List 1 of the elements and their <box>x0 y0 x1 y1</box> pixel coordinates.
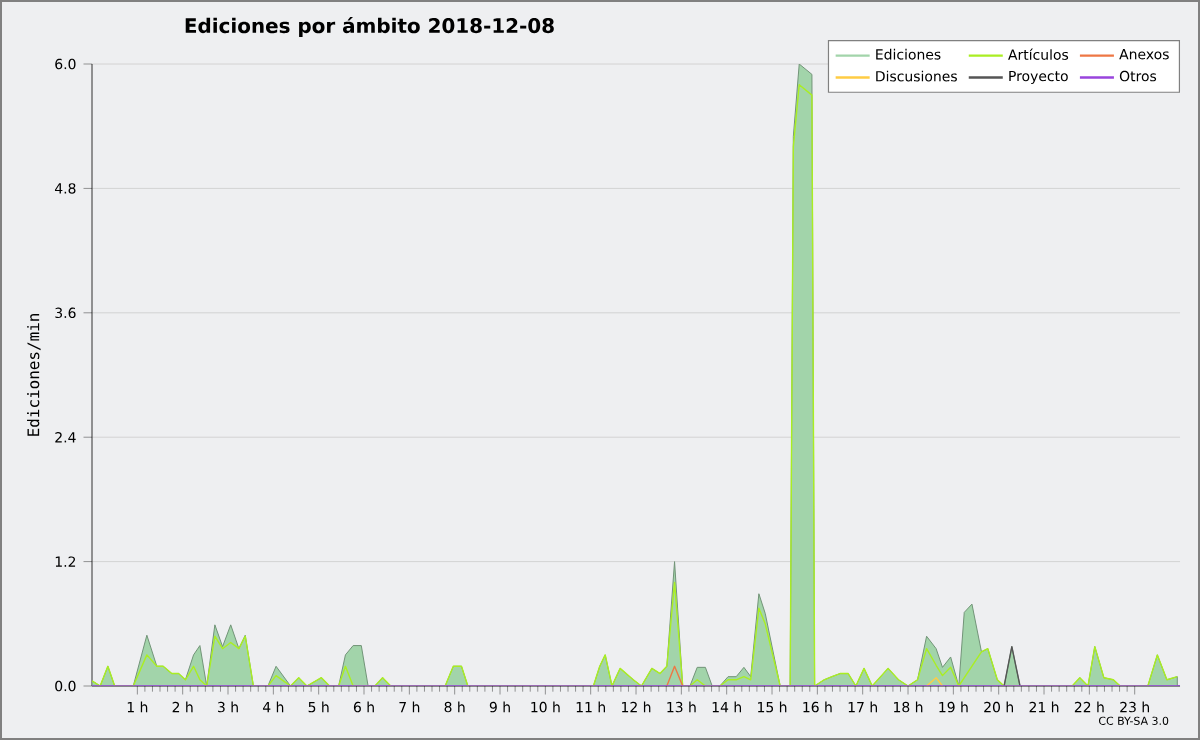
chart-title: Ediciones por ámbito 2018-12-08 <box>185 16 554 38</box>
